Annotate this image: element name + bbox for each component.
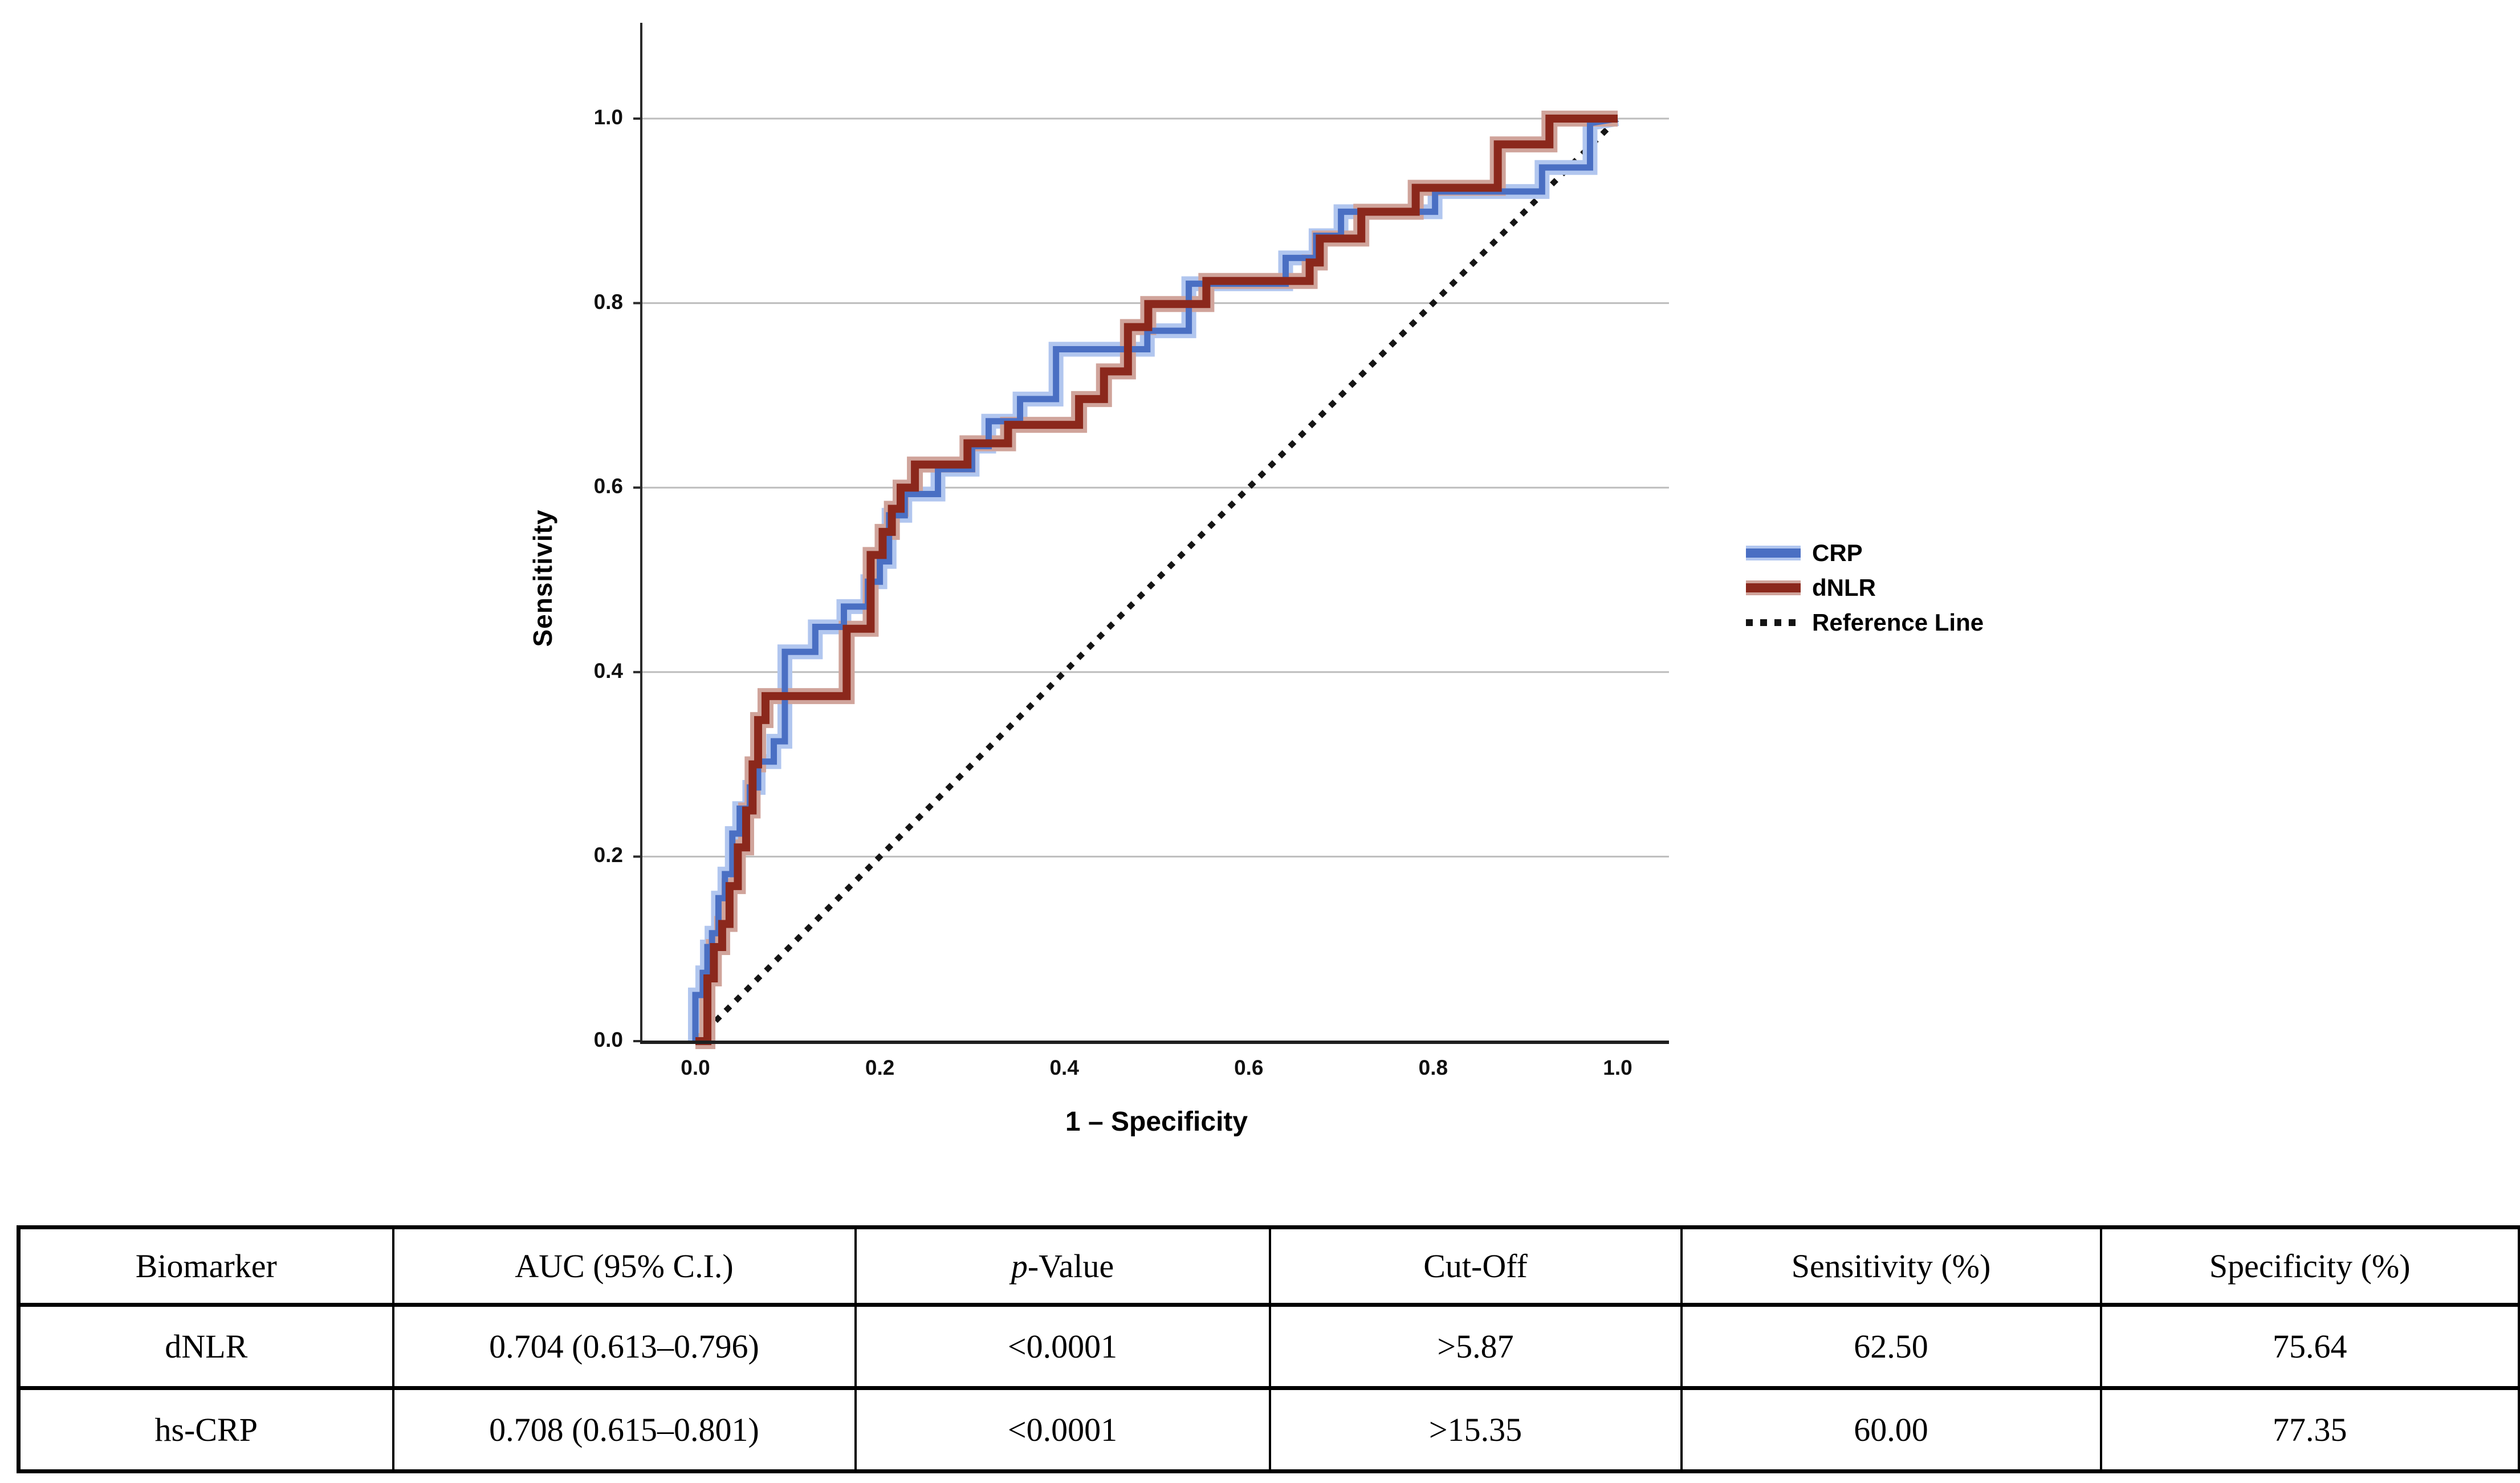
col-cutoff: Cut-Off (1268, 1227, 1682, 1305)
cell-auc: 0.708 (0.615–0.801) (392, 1388, 856, 1472)
cell-p-value: <0.0001 (854, 1305, 1270, 1388)
col-p-value: p-Value (854, 1227, 1270, 1305)
roc-chart: Sensitivity 1 – Specificity 0.0 0.2 0.4 … (528, 23, 1984, 1137)
x-tick-label: 0.2 (865, 1056, 895, 1079)
cell-biomarker: dNLR (165, 1328, 248, 1365)
p-italic: p (1011, 1248, 1028, 1285)
cell-auc: 0.704 (0.613–0.796) (392, 1305, 856, 1388)
legend-label-crp: CRP (1812, 539, 1863, 566)
y-tick-label: 0.8 (593, 290, 623, 314)
x-tick-label: 0.0 (681, 1056, 710, 1079)
legend: CRP dNLR Reference Line (1746, 539, 1984, 636)
x-tick-label: 0.6 (1234, 1056, 1264, 1079)
cell-cutoff: >5.87 (1268, 1305, 1682, 1388)
legend-item-dnlr: dNLR (1746, 574, 1984, 602)
legend-label-dnlr: dNLR (1812, 574, 1876, 601)
y-tick-label: 1.0 (593, 105, 623, 129)
x-tick-label: 0.8 (1418, 1056, 1448, 1079)
table-row-hscrp: hs-CRP 0.708 (0.615–0.801) <0.0001 >15.3… (18, 1388, 2520, 1472)
legend-label-reference: Reference Line (1812, 609, 1984, 636)
table-row-dnlr: dNLR 0.704 (0.613–0.796) <0.0001 >5.87 6… (18, 1305, 2520, 1388)
y-axis-title: Sensitivity (528, 509, 557, 647)
x-tick-label: 0.4 (1049, 1056, 1079, 1079)
dnlr-line-swatch (1746, 580, 1801, 595)
y-tick-label: 0.4 (593, 659, 623, 682)
y-tick-label: 0.6 (593, 474, 623, 498)
x-tick-label: 1.0 (1603, 1056, 1632, 1079)
cell-specificity: 75.64 (2099, 1305, 2520, 1388)
legend-item-reference: Reference Line (1746, 609, 1984, 636)
legend-item-crp: CRP (1746, 539, 1984, 567)
cell-sensitivity: 62.50 (1680, 1305, 2101, 1388)
p-value-rest: -Value (1027, 1248, 1114, 1285)
y-tick-label: 0.0 (593, 1028, 623, 1051)
col-sensitivity: Sensitivity (%) (1680, 1227, 2101, 1305)
y-tick-label: 0.2 (593, 843, 623, 867)
cell-p-value: <0.0001 (854, 1388, 1270, 1472)
cell-specificity: 77.35 (2099, 1388, 2520, 1472)
table-header-row: Biomarker AUC (95% C.I.) p-Value Cut-Off… (19, 1227, 2520, 1305)
col-auc: AUC (95% C.I.) (392, 1227, 856, 1305)
col-specificity: Specificity (%) (2099, 1227, 2520, 1305)
crp-line-swatch (1746, 546, 1801, 560)
x-axis-title: 1 – Specificity (1065, 1107, 1248, 1137)
cell-sensitivity: 60.00 (1680, 1388, 2101, 1472)
cell-cutoff: >15.35 (1268, 1388, 1682, 1472)
roc-curve-plot (633, 23, 1669, 1049)
cell-biomarker: hs-CRP (154, 1411, 258, 1448)
roc-results-table: Biomarker AUC (95% C.I.) p-Value Cut-Off… (17, 1225, 2520, 1473)
reference-line-swatch (1746, 619, 1801, 626)
col-biomarker: Biomarker (135, 1248, 277, 1285)
